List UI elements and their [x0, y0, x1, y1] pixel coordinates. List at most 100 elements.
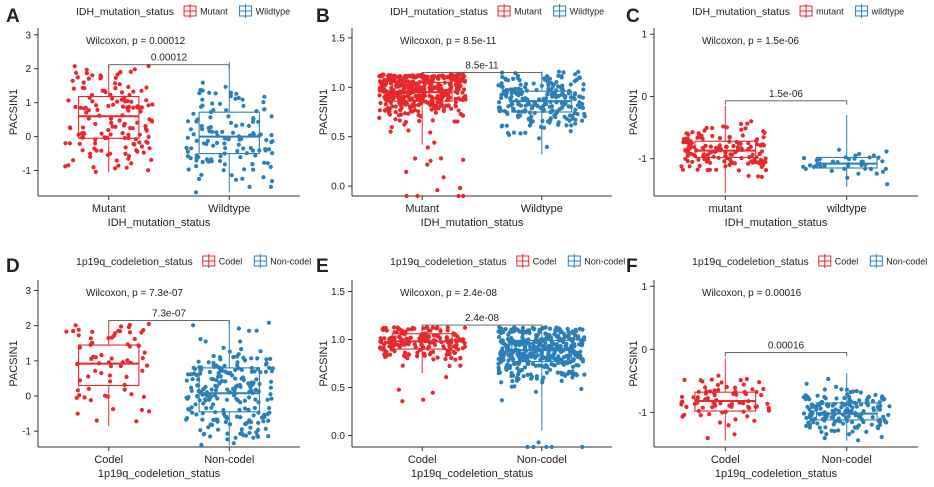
data-point [758, 143, 763, 148]
data-point [546, 335, 551, 340]
data-point [719, 380, 724, 385]
data-point [421, 77, 426, 82]
significance-bracket [421, 324, 543, 330]
data-point [730, 160, 735, 165]
data-point [383, 78, 389, 83]
data-point [415, 193, 420, 199]
data-point [698, 413, 703, 418]
data-point [463, 94, 468, 99]
data-point [556, 360, 561, 365]
data-point [690, 130, 695, 135]
data-point [108, 132, 113, 137]
data-point [572, 329, 577, 334]
box-group1 [63, 63, 155, 174]
data-point [243, 433, 249, 438]
data-point [845, 175, 850, 180]
data-point [149, 157, 154, 162]
data-point [733, 417, 738, 422]
data-point [715, 382, 721, 388]
data-point [580, 444, 585, 450]
data-point [518, 82, 523, 87]
data-point [387, 337, 392, 342]
legend-title: IDH_mutation_status [390, 6, 488, 18]
data-point [381, 327, 386, 332]
data-point [712, 400, 717, 405]
data-point [415, 354, 420, 359]
data-point [554, 109, 560, 114]
data-point [438, 156, 444, 161]
data-point [225, 370, 230, 375]
x-axis-label: 1p19q_codeletion_status [98, 468, 221, 480]
data-point [801, 164, 806, 169]
data-point [214, 130, 219, 135]
data-point [532, 110, 537, 116]
data-point [727, 162, 732, 167]
data-point [544, 370, 550, 375]
data-point [724, 144, 729, 149]
data-point [739, 156, 744, 161]
data-point [533, 101, 538, 107]
data-point [537, 330, 542, 335]
data-point [581, 87, 586, 92]
data-point [435, 355, 440, 360]
data-point [93, 137, 98, 142]
data-point [415, 82, 420, 87]
data-point [529, 106, 535, 111]
data-point [426, 78, 431, 83]
data-point [207, 129, 212, 134]
data-point [818, 406, 823, 411]
data-point [750, 387, 755, 392]
data-point [142, 350, 147, 355]
data-point [690, 159, 695, 164]
data-point [526, 359, 531, 364]
data-point [444, 335, 449, 340]
data-point [126, 132, 131, 137]
data-point [247, 133, 253, 138]
data-point [687, 145, 692, 150]
data-point [815, 421, 820, 426]
data-point [107, 151, 113, 156]
data-point [267, 410, 272, 415]
data-point [388, 89, 393, 94]
data-point [198, 371, 203, 376]
box-group2 [496, 325, 587, 450]
y-tick-label: 0 [641, 92, 647, 103]
data-point [822, 394, 827, 400]
data-point [137, 140, 142, 145]
data-point [110, 96, 115, 101]
data-point [843, 155, 848, 160]
jitter-points [184, 320, 275, 447]
data-point [217, 158, 223, 164]
data-point [244, 151, 249, 156]
data-point [108, 116, 114, 121]
data-point [383, 340, 388, 345]
data-point [117, 118, 122, 123]
data-point [77, 345, 82, 350]
data-point [198, 337, 203, 342]
data-point [396, 96, 401, 101]
data-point [845, 406, 850, 412]
data-point [211, 353, 216, 359]
data-point [685, 150, 691, 155]
x-tick-label: mutant [708, 203, 742, 215]
data-point [120, 131, 125, 136]
data-point [212, 393, 217, 398]
data-point [520, 339, 525, 344]
data-point [684, 404, 689, 409]
data-point [499, 348, 504, 353]
data-point [78, 105, 83, 110]
data-point [837, 147, 842, 152]
data-point [822, 436, 827, 441]
data-point [135, 104, 140, 109]
data-point [454, 345, 459, 350]
data-point [496, 356, 501, 362]
legend-title: IDH_mutation_status [76, 6, 174, 18]
significance-pvalue: 7.3e-07 [152, 308, 186, 319]
data-point [117, 82, 122, 87]
data-point [717, 420, 723, 425]
data-point [443, 92, 449, 97]
data-point [120, 113, 125, 118]
data-point [458, 185, 463, 191]
data-point [695, 167, 700, 172]
data-point [462, 87, 467, 92]
